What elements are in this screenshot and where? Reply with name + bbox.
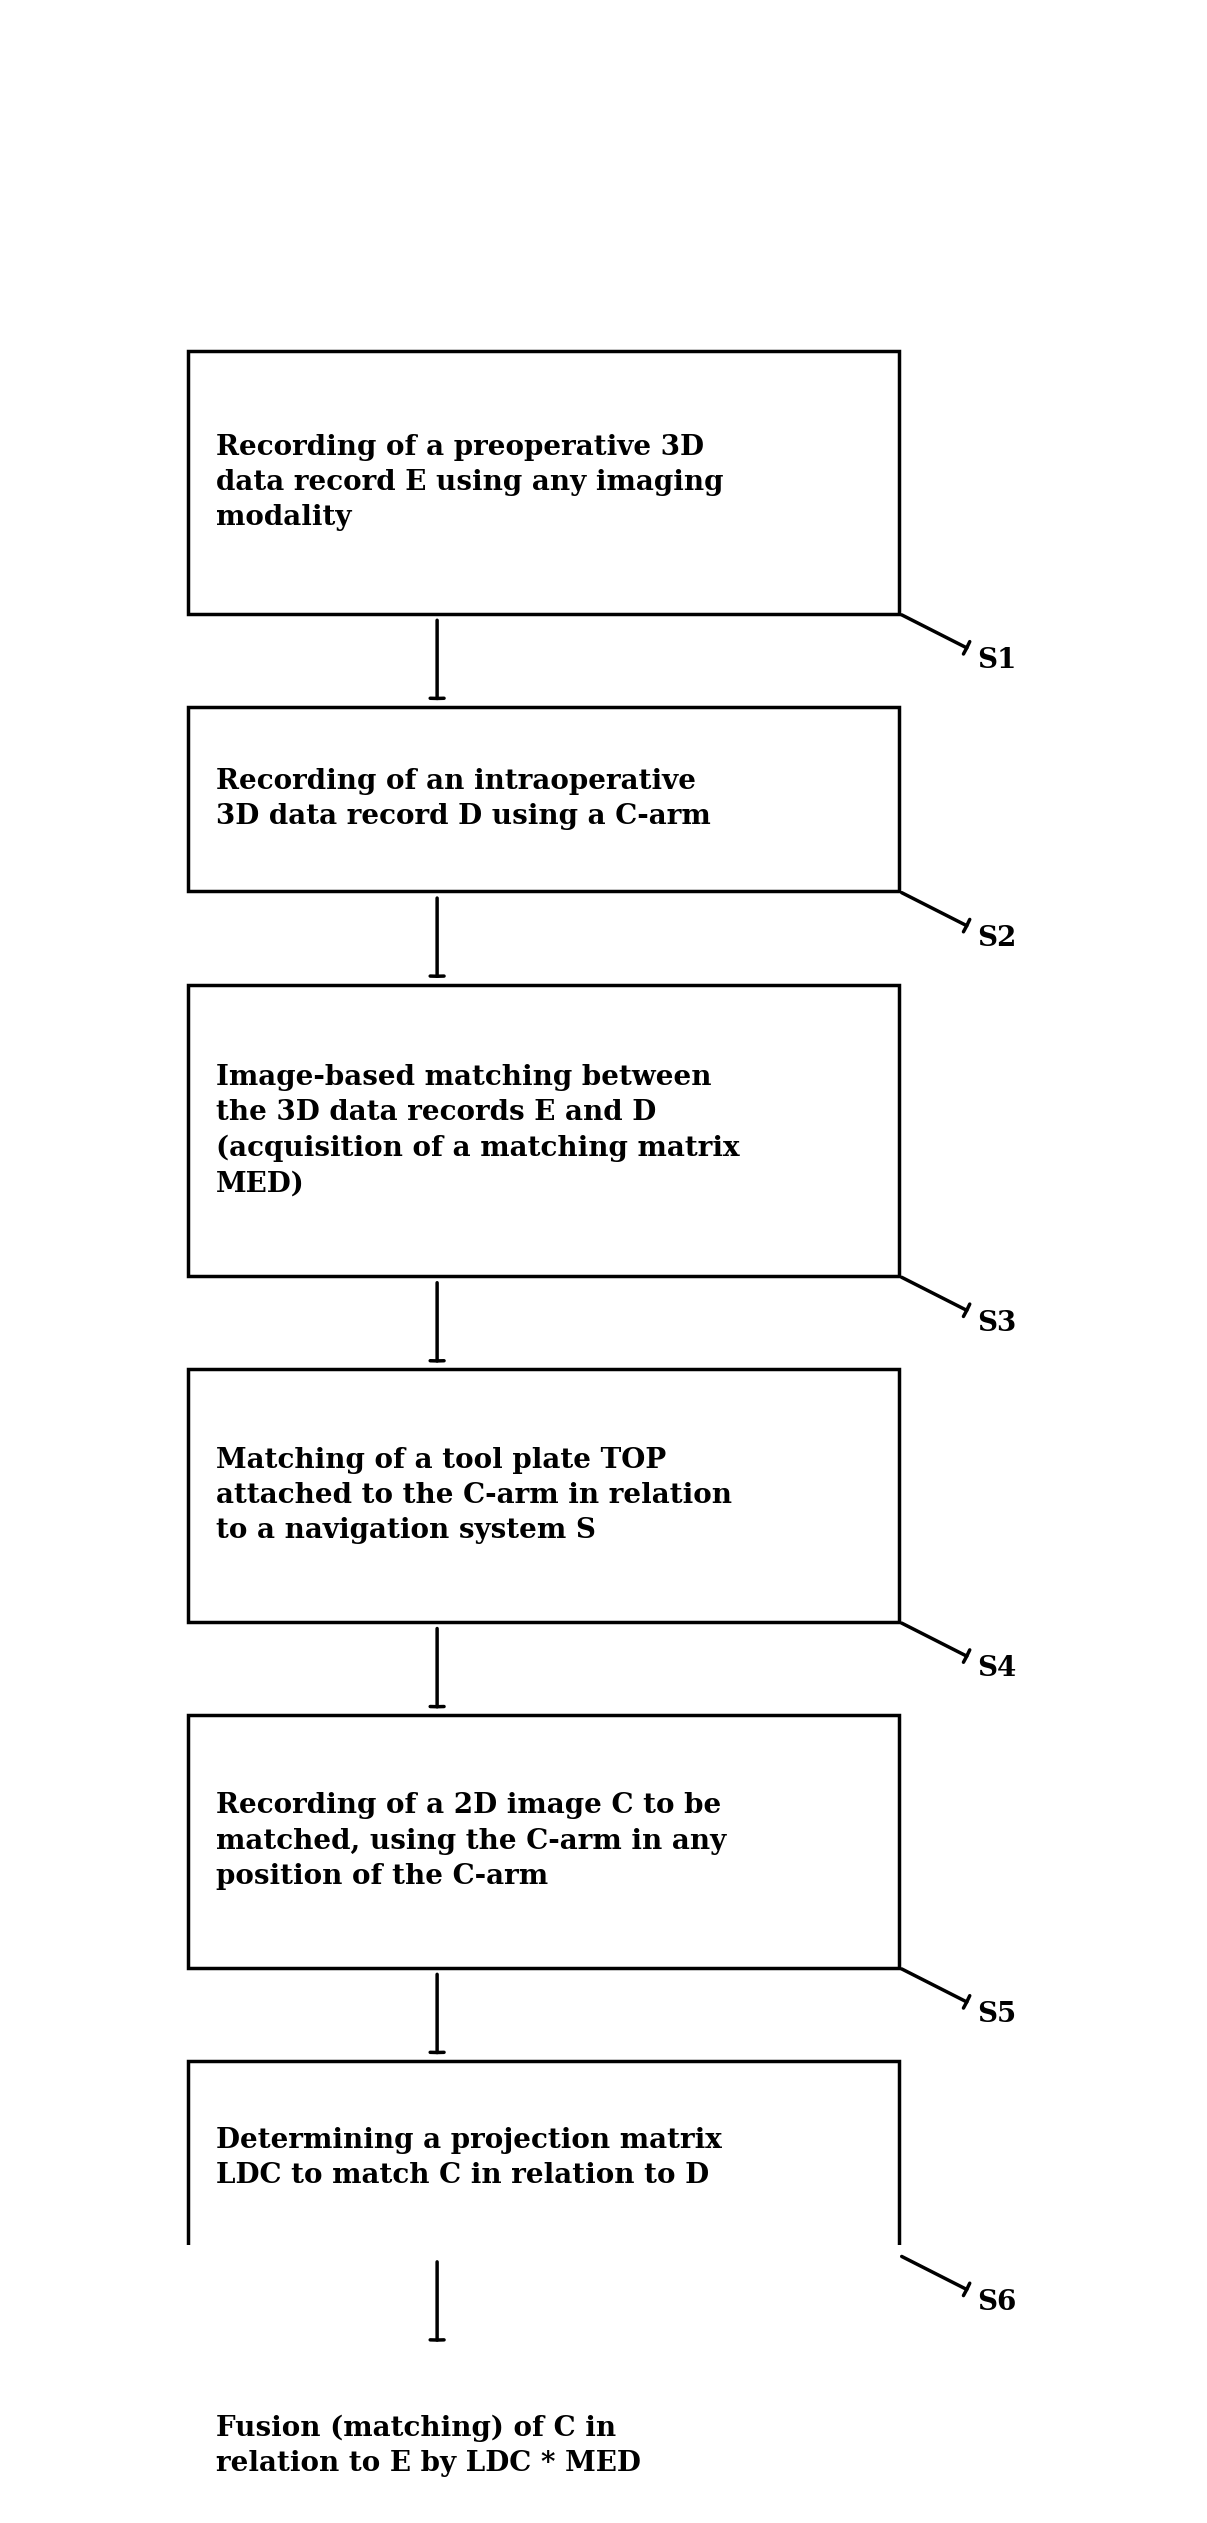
Text: Recording of a 2D image C to be
matched, using the C-arm in any
position of the : Recording of a 2D image C to be matched,… (216, 1791, 727, 1890)
Text: Recording of a preoperative 3D
data record E using any imaging
modality: Recording of a preoperative 3D data reco… (216, 434, 724, 532)
Text: S6: S6 (976, 2288, 1016, 2316)
Text: S2: S2 (976, 926, 1016, 951)
Bar (188, 984, 899, 1277)
Text: S1: S1 (976, 646, 1016, 674)
Text: S4: S4 (976, 1655, 1016, 1683)
Bar (188, 706, 899, 891)
Text: Determining a projection matrix
LDC to match C in relation to D: Determining a projection matrix LDC to m… (216, 2127, 722, 2190)
Text: Image-based matching between
the 3D data records E and D
(acquisition of a match: Image-based matching between the 3D data… (216, 1065, 740, 1198)
Bar (188, 2349, 899, 2523)
Bar (188, 1370, 899, 1622)
Bar (188, 351, 899, 613)
Text: Fusion (matching) of C in
relation to E by LDC * MED: Fusion (matching) of C in relation to E … (216, 2415, 641, 2478)
Bar (188, 2061, 899, 2256)
Text: Matching of a tool plate TOP
attached to the C-arm in relation
to a navigation s: Matching of a tool plate TOP attached to… (216, 1446, 733, 1544)
Text: S3: S3 (976, 1309, 1016, 1337)
Text: S5: S5 (976, 2001, 1016, 2028)
Bar (188, 1716, 899, 1968)
Text: Recording of an intraoperative
3D data record D using a C-arm: Recording of an intraoperative 3D data r… (216, 767, 711, 830)
